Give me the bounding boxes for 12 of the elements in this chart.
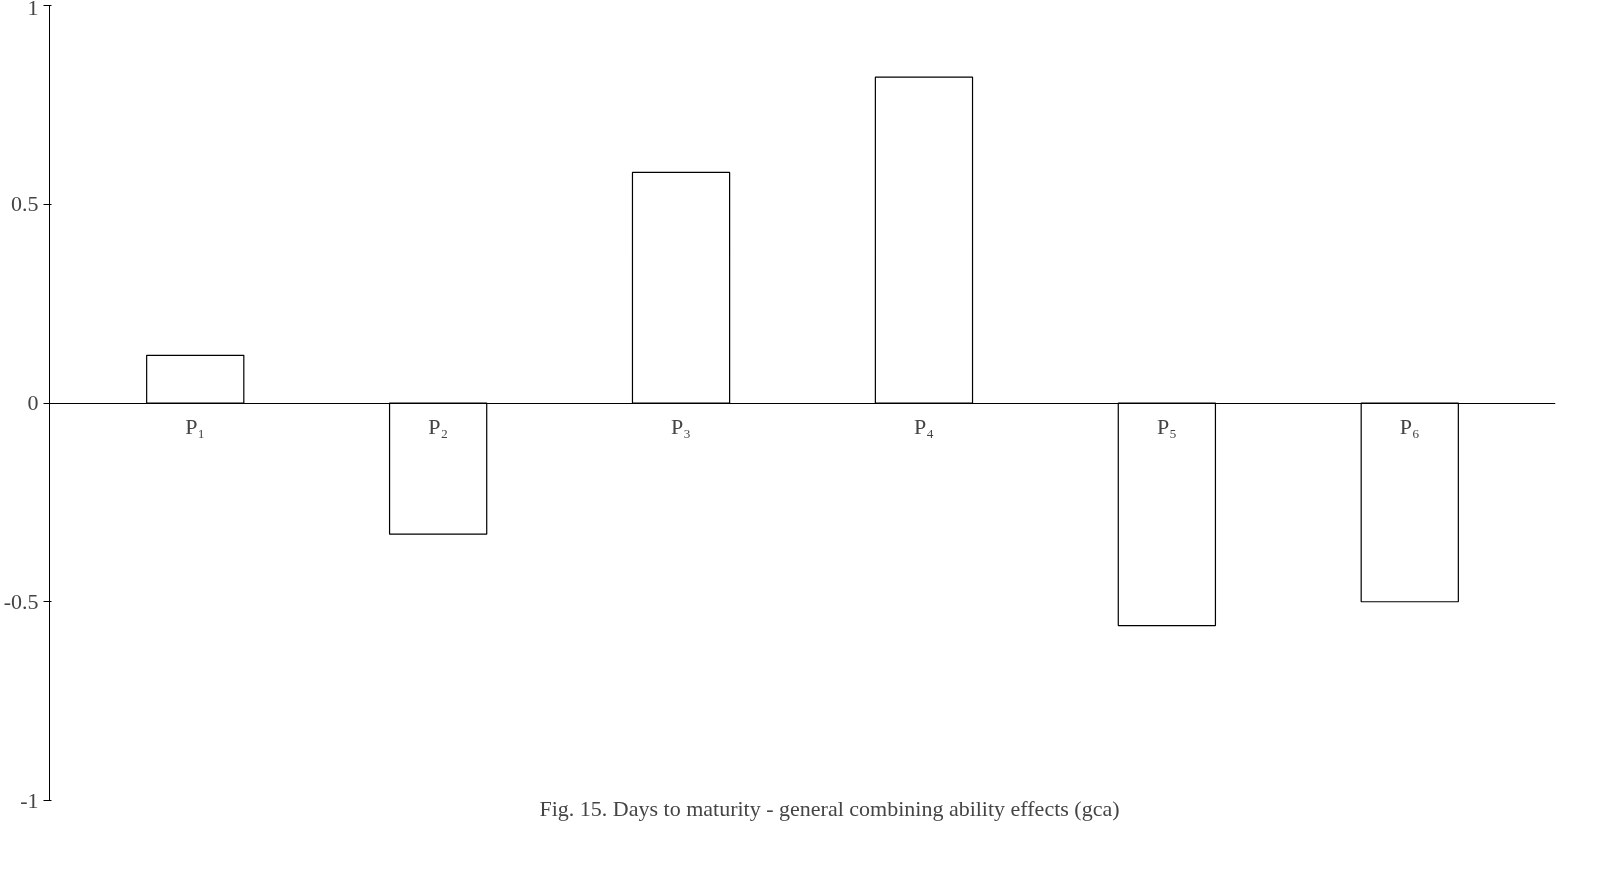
x-tick-label: P₅ (1156, 414, 1177, 439)
y-tick-label: -1 (20, 787, 39, 813)
y-tick-label: 0.5 (11, 191, 39, 217)
y-tick-label: 0 (27, 390, 39, 415)
x-tick-label: P₂ (428, 414, 449, 439)
annotation: Fig. 15. Days to maturity - general combining ability effects (gca) (539, 795, 1120, 821)
x-tick-label: P₃ (671, 414, 691, 439)
y-tick-label: 1 (27, 0, 39, 20)
x-tick-label: P₁ (185, 414, 206, 439)
x-tick-label: P₆ (1399, 414, 1420, 439)
x-tick-label: P₄ (914, 414, 934, 439)
y-tick-label: -0.5 (3, 588, 39, 614)
